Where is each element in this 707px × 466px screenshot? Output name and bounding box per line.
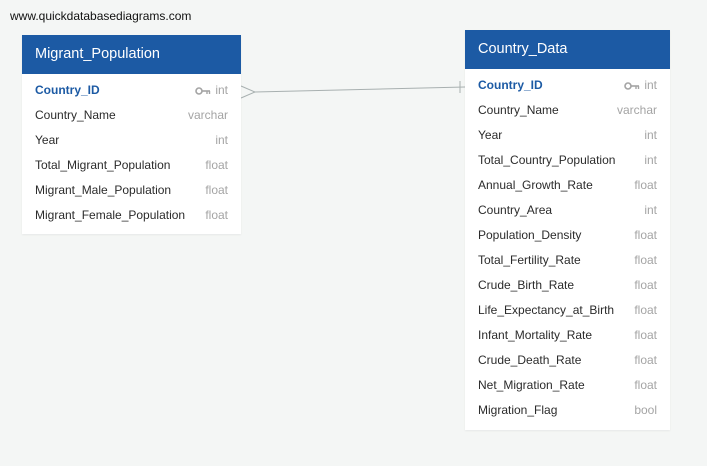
field-type-label: int [644,128,657,142]
field-type-label: float [634,253,657,267]
field-type: float [634,323,657,348]
field-type-label: float [205,158,228,172]
table-title[interactable]: Country_Data [465,30,670,69]
field-type: float [634,223,657,248]
field-name: Country_ID [478,78,543,92]
field-row[interactable]: Migrant_Female_Population float [22,203,241,228]
field-type-label: float [634,278,657,292]
field-row[interactable]: Total_Fertility_Rate float [465,248,670,273]
field-type: int [215,128,228,153]
field-name: Migrant_Female_Population [35,208,186,222]
field-type: int [624,73,657,98]
table-title[interactable]: Migrant_Population [22,35,241,74]
table-country-data[interactable]: Country_Data Country_ID int Country_Name va… [465,30,670,430]
field-row[interactable]: Country_Name varchar [465,98,670,123]
field-type: varchar [188,103,228,128]
field-row[interactable]: Year int [22,128,241,153]
field-row[interactable]: Life_Expectancy_at_Birth float [465,298,670,323]
field-row[interactable]: Country_ID int [22,78,241,103]
field-name: Migration_Flag [478,403,558,417]
field-type-label: float [634,178,657,192]
crows-foot-upper [240,85,256,93]
field-type-label: float [205,183,228,197]
field-type-label: int [644,203,657,217]
field-row[interactable]: Country_ID int [465,73,670,98]
field-name: Net_Migration_Rate [478,378,585,392]
field-type: float [205,153,228,178]
field-row[interactable]: Migrant_Male_Population float [22,178,241,203]
field-name: Country_Area [478,203,553,217]
field-row[interactable]: Migration_Flag bool [465,398,670,423]
field-name: Migrant_Male_Population [35,183,172,197]
field-type-label: float [634,378,657,392]
field-row[interactable]: Total_Country_Population int [465,148,670,173]
field-type-label: float [634,228,657,242]
field-row[interactable]: Infant_Mortality_Rate float [465,323,670,348]
field-row[interactable]: Annual_Growth_Rate float [465,173,670,198]
field-name: Annual_Growth_Rate [478,178,593,192]
field-row[interactable]: Population_Density float [465,223,670,248]
field-row[interactable]: Crude_Birth_Rate float [465,273,670,298]
field-type: float [634,373,657,398]
field-name: Infant_Mortality_Rate [478,328,593,342]
field-type: int [644,198,657,223]
field-row[interactable]: Total_Migrant_Population float [22,153,241,178]
field-type-label: int [215,83,228,97]
field-type: int [644,123,657,148]
field-type: float [205,203,228,228]
field-type: float [634,173,657,198]
field-row[interactable]: Country_Name varchar [22,103,241,128]
field-name: Year [35,133,60,147]
field-type-label: varchar [616,103,657,117]
field-type: float [634,298,657,323]
field-type-label: bool [634,403,657,417]
field-type: float [634,348,657,373]
field-row[interactable]: Crude_Death_Rate float [465,348,670,373]
field-name: Total_Fertility_Rate [478,253,581,267]
field-type-label: int [215,133,228,147]
field-name: Country_Name [35,108,116,122]
field-name: Total_Migrant_Population [35,158,171,172]
field-type-label: varchar [187,108,228,122]
field-type-label: float [634,328,657,342]
field-name: Life_Expectancy_at_Birth [478,303,615,317]
field-name: Crude_Birth_Rate [478,278,575,292]
field-type: int [195,78,228,103]
field-row[interactable]: Year int [465,123,670,148]
field-type: float [634,248,657,273]
key-icon [624,81,640,90]
watermark: www.quickdatabasediagrams.com [10,9,192,23]
field-type-label: int [644,153,657,167]
field-name: Population_Density [478,228,582,242]
field-name: Year [478,128,503,142]
field-name: Crude_Death_Rate [478,353,582,367]
field-type-label: float [634,303,657,317]
field-type-label: float [634,353,657,367]
crows-foot-lower [240,91,256,99]
field-type: varchar [617,98,657,123]
field-row[interactable]: Net_Migration_Rate float [465,373,670,398]
field-type-label: float [205,208,228,222]
table-migrant-population[interactable]: Migrant_Population Country_ID int Country_… [22,35,241,234]
field-row[interactable]: Country_Area int [465,198,670,223]
field-name: Country_Name [478,103,559,117]
field-name: Total_Country_Population [478,153,616,167]
field-type: bool [634,398,657,423]
field-type: float [205,178,228,203]
field-type: int [644,148,657,173]
field-type-label: int [644,78,657,92]
field-type: float [634,273,657,298]
field-name: Country_ID [35,83,100,97]
key-icon [195,86,211,95]
